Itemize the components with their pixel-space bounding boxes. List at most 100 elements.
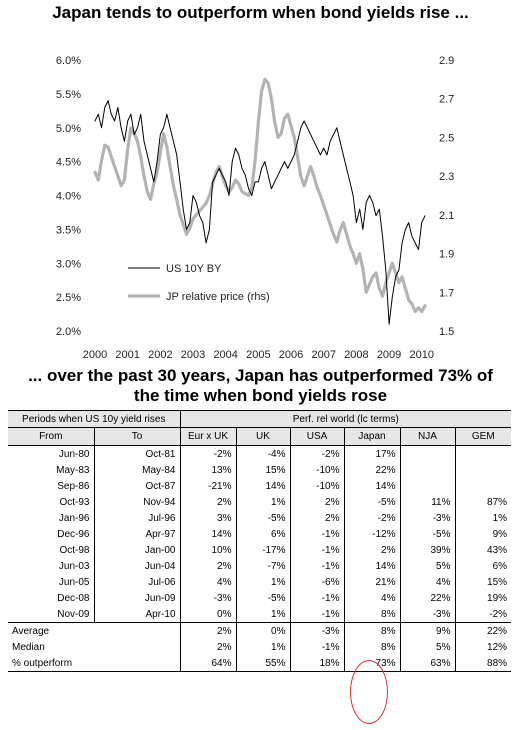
table-cell: -2% (454, 606, 512, 623)
summary-cell: 22% (454, 622, 512, 639)
table-cell: 2% (179, 558, 236, 574)
table-cell: 1% (454, 510, 512, 526)
x-tick-label: 2007 (311, 349, 335, 361)
highlight-oval (350, 660, 388, 724)
column-header: UK (235, 427, 290, 446)
table-cell: Jul-96 (93, 510, 180, 526)
column-header: GEM (454, 427, 512, 446)
summary-cell: -3% (289, 622, 344, 639)
table-cell: -1% (289, 590, 344, 606)
table-cell (399, 478, 455, 494)
summary-cell: 2% (179, 622, 236, 639)
table-cell: 43% (454, 542, 512, 558)
table-cell: Apr-97 (93, 526, 180, 542)
x-tick-label: 2000 (83, 349, 107, 361)
table-cell: 4% (343, 590, 400, 606)
summary-cell: 64% (179, 655, 236, 672)
table-cell: -10% (289, 478, 344, 494)
table-cell: 9% (454, 526, 512, 542)
table-row: Jun-05 Jul-06 4% 1% -6% 21% 4% 15% (8, 574, 512, 590)
table-cell: Jun-09 (93, 590, 180, 606)
y-left-tick-label: 3.5% (56, 224, 81, 236)
table-cell: 21% (343, 574, 400, 590)
table-cell: 6% (235, 526, 290, 542)
summary-label: Average (8, 622, 180, 639)
table-cell: May-84 (93, 462, 180, 478)
series-line-us-10y (94, 100, 426, 325)
summary-label: Median (12, 641, 45, 653)
summary-cell: 18% (289, 655, 344, 672)
table-cell: 22% (343, 462, 400, 478)
table-cell: 39% (399, 542, 455, 558)
table-cell: Apr-10 (93, 606, 180, 623)
x-tick-label: 2001 (115, 349, 139, 361)
table-cell: Jul-06 (93, 574, 180, 590)
table-cell: -3% (179, 590, 236, 606)
column-header: NJA (399, 427, 455, 446)
table-cell: -4% (235, 445, 290, 462)
table-cell: 14% (235, 478, 290, 494)
yield-vs-japan-chart: 2.0% 2.5% 3.0% 3.5% 4.0% 4.5% 5.0% 5.5% 6.0% 1.5 1… (56, 55, 454, 361)
table-cell: Jan-00 (93, 542, 180, 558)
table-cell: Jun-80 (58, 448, 90, 460)
table-row: Dec-08 Jun-09 -3% -5% -1% 4% 22% 19% (8, 590, 512, 606)
x-tick-label: 2003 (181, 349, 205, 361)
table-cell: Jun-04 (93, 558, 180, 574)
table-cell: 11% (399, 494, 455, 510)
table-cell: 5% (399, 558, 455, 574)
x-tick-label: 2008 (344, 349, 368, 361)
y-left-tick-label: 2.5% (56, 292, 81, 304)
summary-cell: 8% (343, 639, 400, 655)
x-tick-label: 2010 (409, 349, 433, 361)
table-cell: -7% (235, 558, 290, 574)
summary-cell: 12% (454, 639, 512, 655)
chart-series (93, 77, 427, 325)
table-cell: -10% (289, 462, 344, 478)
table-cell (454, 445, 512, 462)
table-cell: -2% (179, 445, 236, 462)
table-cell: -5% (235, 510, 290, 526)
table-cell: -17% (235, 542, 290, 558)
chart-title: Japan tends to outperform when bond yiel… (52, 3, 469, 22)
summary-label: % outperform (8, 655, 180, 672)
table-column-header-row: From To Eur x UK UK USA Japan NJA GEM (8, 427, 512, 446)
table-row: Sep-86 Oct-87 -21% 14% -10% 14% (8, 478, 512, 494)
table-title-line-1: ... over the past 30 years, Japan has ou… (28, 366, 493, 385)
table-cell (454, 462, 512, 478)
x-tick-label: 2006 (279, 349, 303, 361)
legend-entry-us-10y-label: US 10Y BY (166, 263, 222, 275)
legend-entry-jp-relative-price-label: JP relative price (rhs) (166, 291, 270, 303)
table-title: ... over the past 30 years, Japan has ou… (0, 366, 521, 406)
table-cell: Dec-96 (57, 528, 90, 540)
y-left-tick-label: 4.5% (56, 157, 81, 169)
table-cell: 13% (179, 462, 236, 478)
table-row: Jan-96 Jul-96 3% -5% 2% -2% -3% 1% (8, 510, 512, 526)
table-cell: -12% (343, 526, 400, 542)
table-cell: 10% (179, 542, 236, 558)
table-row: Dec-96 Apr-97 14% 6% -1% -12% -5% 9% (8, 526, 512, 542)
table-cell: 6% (454, 558, 512, 574)
table-cell: -1% (289, 542, 344, 558)
summary-cell: 9% (399, 622, 455, 639)
table-cell: -3% (399, 510, 455, 526)
table-row: Oct-93 Nov-94 2% 1% 2% -5% 11% 87% (8, 494, 512, 510)
y-left-tick-label: 5.5% (56, 89, 81, 101)
table-cell: Oct-98 (59, 544, 90, 556)
table-cell: -5% (399, 526, 455, 542)
summary-cell: 88% (454, 655, 512, 672)
chart-axes: 2.0% 2.5% 3.0% 3.5% 4.0% 4.5% 5.0% 5.5% 6.0% 1.5 1… (56, 55, 454, 361)
summary-cell: 2% (179, 639, 236, 655)
table-cell: -1% (289, 558, 344, 574)
column-header: From (8, 427, 94, 446)
table-cell: -1% (289, 606, 344, 623)
table-cell: -1% (289, 526, 344, 542)
table-cell: Oct-93 (59, 496, 90, 508)
table-cell: 4% (399, 574, 455, 590)
table-cell: 1% (235, 494, 290, 510)
table-cell: 2% (289, 510, 344, 526)
summary-row: % outperform 64% 55% 18% 73% 63% 88% (8, 655, 512, 672)
summary-row: Average 2% 0% -3% 8% 9% 22% (8, 622, 512, 639)
table-cell: Dec-08 (57, 592, 90, 604)
table-cell (454, 478, 512, 494)
table-cell: 14% (179, 526, 236, 542)
